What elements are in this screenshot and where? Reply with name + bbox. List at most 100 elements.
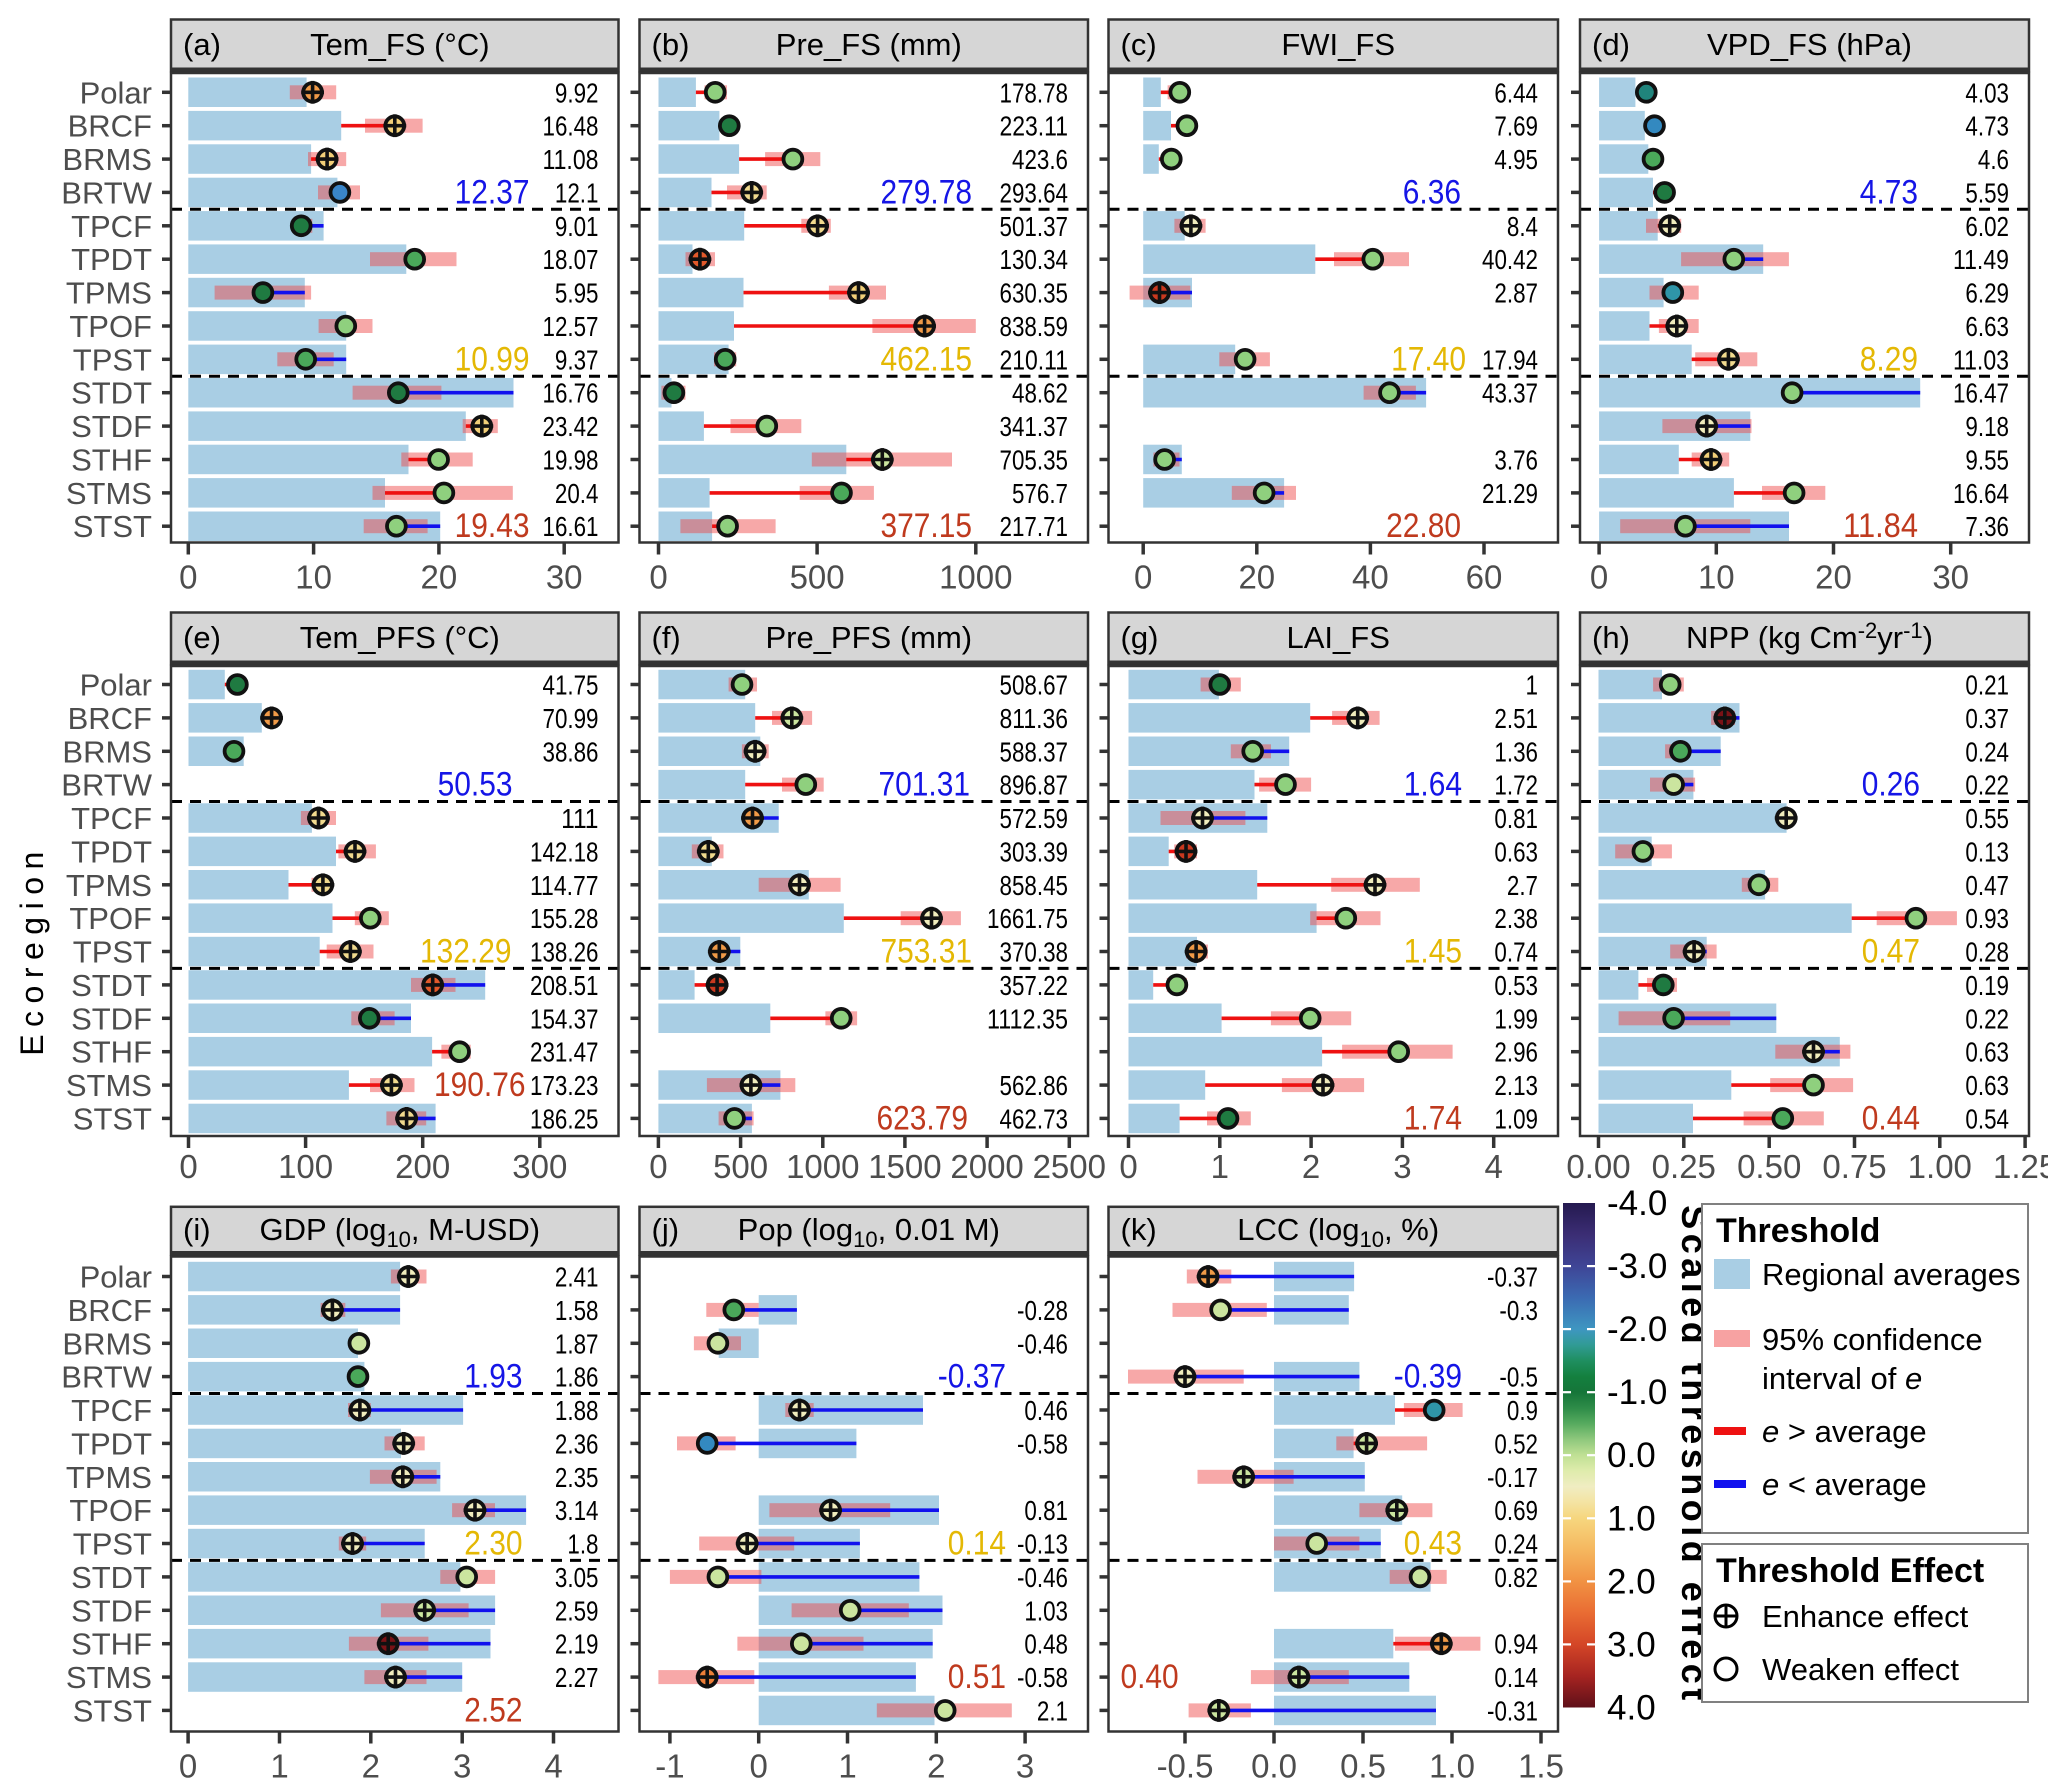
svg-text:3.0: 3.0 xyxy=(1607,1625,1656,1664)
svg-text:1: 1 xyxy=(270,1748,288,1785)
svg-text:753.31: 753.31 xyxy=(881,933,973,971)
svg-text:0: 0 xyxy=(649,559,667,596)
svg-text:4.95: 4.95 xyxy=(1494,144,1538,175)
svg-text:0.40: 0.40 xyxy=(1121,1658,1179,1696)
svg-text:16.61: 16.61 xyxy=(543,511,599,542)
svg-text:0.22: 0.22 xyxy=(1965,770,2009,801)
svg-text:40.42: 40.42 xyxy=(1482,244,1538,275)
svg-text:BRMS: BRMS xyxy=(62,734,152,769)
svg-text:4.73: 4.73 xyxy=(1860,173,1918,211)
svg-text:-0.5: -0.5 xyxy=(1157,1748,1214,1785)
svg-text:Threshold: Threshold xyxy=(1716,1212,1880,1250)
svg-text:12.1: 12.1 xyxy=(555,177,599,208)
svg-text:STST: STST xyxy=(73,509,152,544)
svg-text:Threshold Effect: Threshold Effect xyxy=(1716,1552,1984,1590)
svg-text:3: 3 xyxy=(1016,1748,1034,1785)
svg-text:0: 0 xyxy=(179,559,197,596)
svg-text:701.31: 701.31 xyxy=(879,766,971,804)
svg-text:0.74: 0.74 xyxy=(1494,937,1538,968)
svg-text:BRCF: BRCF xyxy=(68,1293,152,1328)
svg-text:0.28: 0.28 xyxy=(1965,937,2009,968)
svg-text:0.81: 0.81 xyxy=(1494,803,1538,834)
svg-text:-0.46: -0.46 xyxy=(1017,1562,1068,1593)
svg-text:4: 4 xyxy=(1485,1148,1503,1185)
svg-text:2.27: 2.27 xyxy=(555,1662,599,1693)
svg-text:279.78: 279.78 xyxy=(881,173,973,211)
svg-text:0.93: 0.93 xyxy=(1965,903,2009,934)
svg-text:-4.0: -4.0 xyxy=(1607,1184,1667,1223)
svg-text:Ecoregion: Ecoregion xyxy=(14,844,50,1056)
svg-text:BRTW: BRTW xyxy=(61,1360,152,1395)
svg-text:10: 10 xyxy=(295,559,332,596)
svg-text:LCC (log10, %): LCC (log10, %) xyxy=(1237,1212,1439,1252)
svg-text:2500: 2500 xyxy=(1033,1148,1106,1185)
svg-text:3.05: 3.05 xyxy=(555,1562,599,1593)
svg-text:3: 3 xyxy=(1393,1148,1411,1185)
svg-text:-0.28: -0.28 xyxy=(1017,1295,1068,1326)
svg-text:1.93: 1.93 xyxy=(464,1358,522,1396)
svg-text:11.08: 11.08 xyxy=(543,144,599,175)
svg-text:Polar: Polar xyxy=(80,668,152,703)
svg-text:811.36: 811.36 xyxy=(1000,703,1069,734)
svg-text:-0.3: -0.3 xyxy=(1499,1295,1538,1326)
svg-text:130.34: 130.34 xyxy=(1000,244,1069,275)
svg-text:2.13: 2.13 xyxy=(1494,1070,1538,1101)
svg-text:576.7: 576.7 xyxy=(1012,478,1068,509)
svg-text:1000: 1000 xyxy=(786,1148,859,1185)
svg-text:705.35: 705.35 xyxy=(1000,445,1069,476)
svg-text:Regional averages: Regional averages xyxy=(1762,1257,2021,1292)
svg-text:-1: -1 xyxy=(655,1748,684,1785)
svg-text:1.00: 1.00 xyxy=(1908,1148,1972,1185)
svg-text:1.87: 1.87 xyxy=(555,1328,599,1359)
svg-text:4.03: 4.03 xyxy=(1965,77,2009,108)
svg-text:TPCF: TPCF xyxy=(71,801,152,836)
svg-text:12.57: 12.57 xyxy=(543,311,599,342)
svg-text:-0.58: -0.58 xyxy=(1017,1662,1068,1693)
svg-text:2.96: 2.96 xyxy=(1494,1037,1538,1068)
svg-text:-0.5: -0.5 xyxy=(1499,1362,1538,1393)
svg-text:1500: 1500 xyxy=(868,1148,941,1185)
svg-text:5.59: 5.59 xyxy=(1965,177,2009,208)
svg-text:210.11: 210.11 xyxy=(1000,344,1069,375)
svg-text:4.6: 4.6 xyxy=(1978,144,2009,175)
svg-text:0.63: 0.63 xyxy=(1494,836,1538,867)
svg-text:11.84: 11.84 xyxy=(1843,507,1918,545)
svg-text:1661.75: 1661.75 xyxy=(987,903,1068,934)
svg-text:16.47: 16.47 xyxy=(1953,378,2009,409)
svg-text:0: 0 xyxy=(649,1148,667,1185)
svg-text:0.47: 0.47 xyxy=(1862,933,1920,971)
svg-text:500: 500 xyxy=(790,559,845,596)
svg-text:(g): (g) xyxy=(1121,620,1159,655)
svg-text:20: 20 xyxy=(1815,559,1852,596)
svg-text:0.55: 0.55 xyxy=(1965,803,2009,834)
svg-text:30: 30 xyxy=(546,559,583,596)
svg-text:0: 0 xyxy=(1134,559,1152,596)
svg-text:138.26: 138.26 xyxy=(530,937,599,968)
svg-text:10.99: 10.99 xyxy=(455,340,530,378)
svg-text:TPDT: TPDT xyxy=(71,242,152,277)
svg-text:12.37: 12.37 xyxy=(455,173,530,211)
svg-text:Weaken effect: Weaken effect xyxy=(1762,1652,1959,1687)
svg-text:4.0: 4.0 xyxy=(1607,1689,1656,1728)
svg-text:2.59: 2.59 xyxy=(555,1595,599,1626)
svg-text:2.41: 2.41 xyxy=(555,1262,599,1293)
svg-text:3.76: 3.76 xyxy=(1494,445,1538,476)
svg-text:0.82: 0.82 xyxy=(1494,1562,1538,1593)
svg-text:STST: STST xyxy=(73,1693,152,1728)
svg-text:TPST: TPST xyxy=(73,342,152,377)
svg-text:630.35: 630.35 xyxy=(1000,278,1069,309)
svg-text:0: 0 xyxy=(179,1748,197,1785)
svg-text:0.43: 0.43 xyxy=(1404,1525,1462,1563)
svg-text:20: 20 xyxy=(421,559,458,596)
svg-text:9.37: 9.37 xyxy=(555,344,599,375)
svg-text:0.25: 0.25 xyxy=(1652,1148,1716,1185)
svg-text:(d): (d) xyxy=(1592,27,1630,62)
svg-text:2.0: 2.0 xyxy=(1607,1562,1656,1601)
svg-text:STHF: STHF xyxy=(71,443,152,478)
svg-text:2: 2 xyxy=(1302,1148,1320,1185)
svg-text:6.63: 6.63 xyxy=(1965,311,2009,342)
svg-text:208.51: 208.51 xyxy=(530,970,599,1001)
svg-text:2.35: 2.35 xyxy=(555,1462,599,1493)
svg-text:-0.46: -0.46 xyxy=(1017,1328,1068,1359)
svg-text:2.19: 2.19 xyxy=(555,1629,599,1660)
